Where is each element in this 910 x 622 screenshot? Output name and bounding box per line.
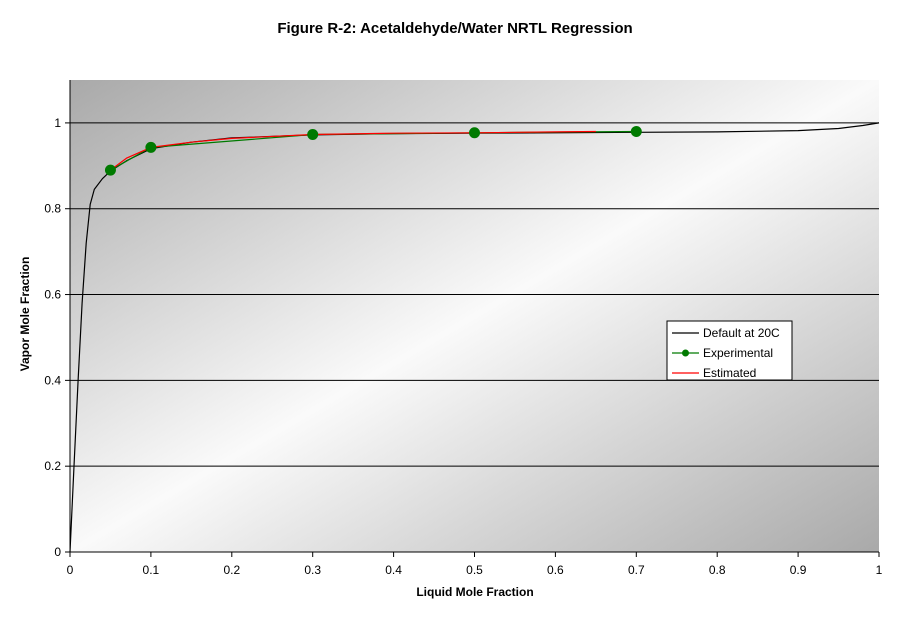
legend-label-1: Experimental bbox=[703, 346, 773, 360]
y-tick-label-2: 0.4 bbox=[44, 373, 61, 387]
x-axis-title: Liquid Mole Fraction bbox=[416, 585, 534, 599]
x-tick-label-4: 0.4 bbox=[385, 563, 402, 577]
series-lines bbox=[69, 122, 880, 553]
x-tick-label-1: 0.1 bbox=[143, 563, 160, 577]
chart-title: Figure R-2: Acetaldehyde/Water NRTL Regr… bbox=[277, 20, 633, 37]
x-tick-label-10: 1 bbox=[876, 563, 883, 577]
x-tick-label-5: 0.5 bbox=[466, 563, 483, 577]
y-tick-label-0: 0 bbox=[54, 545, 61, 559]
data-point-1-3 bbox=[469, 127, 480, 139]
y-tick-label-1: 0.2 bbox=[44, 459, 61, 473]
x-tick-label-3: 0.3 bbox=[304, 563, 321, 577]
data-point-1-1 bbox=[145, 141, 157, 153]
legend-label-0: Default at 20C bbox=[703, 326, 780, 340]
axes: 0 0.2 0.4 0.6 0.8 1 0 0.1 0.2 0.3 0.4 0.5 0.6 0.7 0.8 0… bbox=[44, 80, 883, 577]
x-tick-label-6: 0.6 bbox=[547, 563, 564, 577]
data-point-1-2 bbox=[307, 128, 319, 140]
data-point-1-4 bbox=[630, 125, 642, 137]
x-tick-label-7: 0.7 bbox=[628, 563, 645, 577]
x-tick-label-8: 0.8 bbox=[709, 563, 726, 577]
x-tick-label-2: 0.2 bbox=[223, 563, 240, 577]
legend: Default at 20C Experimental Estimated bbox=[666, 320, 793, 381]
y-tick-label-4: 0.8 bbox=[44, 202, 61, 216]
legend-label-2: Estimated bbox=[703, 366, 756, 380]
x-tick-label-0: 0 bbox=[67, 563, 74, 577]
y-tick-label-3: 0.6 bbox=[44, 288, 61, 302]
y-tick-label-5: 1 bbox=[54, 116, 61, 130]
grid-lines bbox=[70, 122, 879, 467]
data-point-1-0 bbox=[104, 164, 116, 176]
x-tick-label-9: 0.9 bbox=[790, 563, 807, 577]
plot-area bbox=[70, 80, 879, 552]
series-line-2 bbox=[110, 130, 596, 171]
legend-marker-1 bbox=[682, 349, 689, 357]
y-axis-title: Vapor Mole Fraction bbox=[18, 256, 32, 372]
